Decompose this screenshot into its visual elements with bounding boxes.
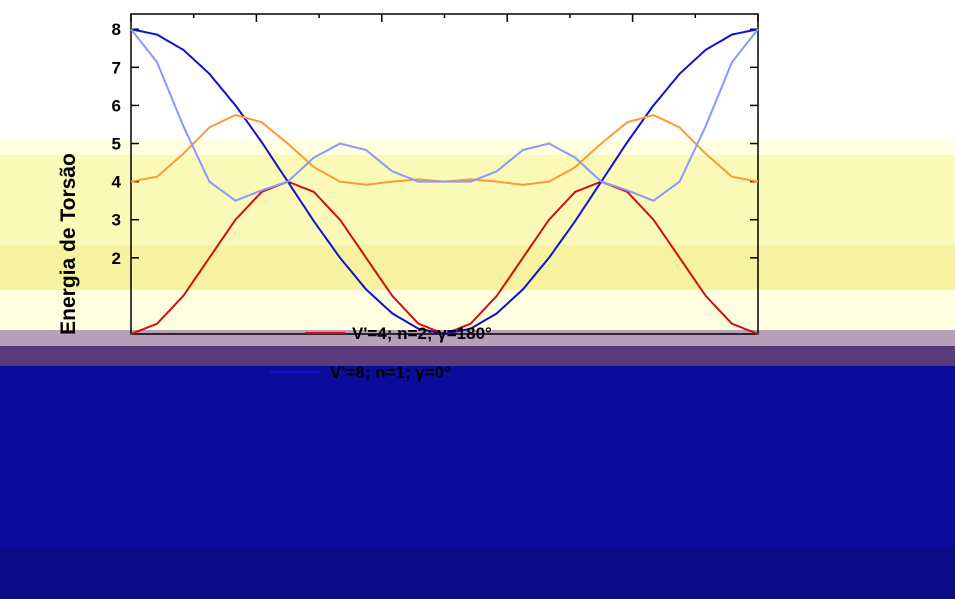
y-axis-label: Energia de Torsão [57, 153, 80, 335]
y-tick-label: 8 [112, 20, 121, 39]
series-layer [130, 28, 759, 336]
band-dark-navy [0, 548, 955, 599]
band-purple [0, 346, 955, 368]
y-tick-label: 7 [112, 58, 121, 77]
y-tick-label: 6 [112, 96, 121, 115]
y-tick-label: 3 [112, 211, 121, 230]
background-bands [0, 140, 955, 599]
band-yellow-2 [0, 245, 955, 290]
y-tick-label: 5 [112, 135, 121, 154]
legend-label-series-2: V'=8; n=1; γ=0° [330, 363, 451, 382]
y-tick-label: 4 [112, 173, 122, 192]
series-line-4 [130, 28, 759, 202]
x-axis-ticks [130, 14, 759, 22]
y-tick-label: 2 [112, 249, 121, 268]
band-navy [0, 366, 955, 551]
series-line-2 [130, 28, 759, 336]
legend-label-series-1: V'=4; n=2; γ=180° [352, 324, 492, 343]
band-yellow [0, 155, 955, 245]
legend: V'=4; n=2; γ=180° V'=8; n=1; γ=0° [270, 324, 492, 382]
